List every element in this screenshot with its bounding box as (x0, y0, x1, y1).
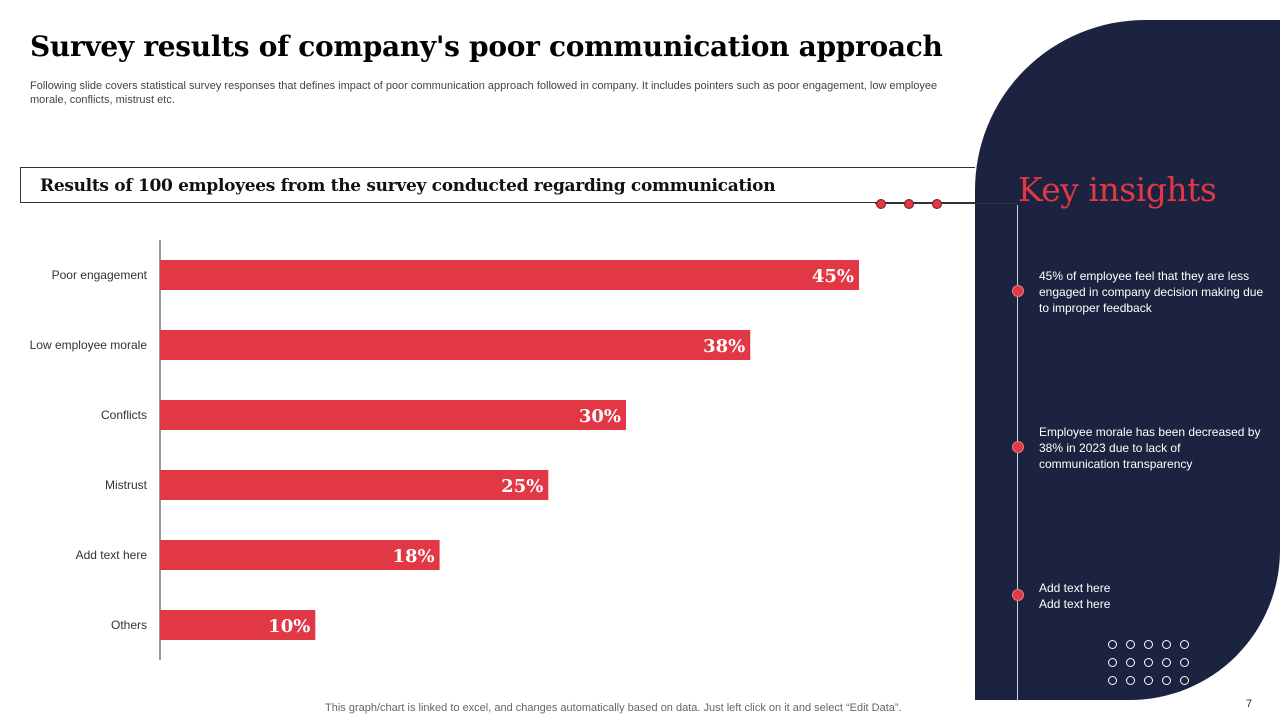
category-label: Conflicts (101, 408, 147, 422)
banner-connector-line (875, 203, 1018, 204)
bar (160, 260, 859, 290)
timeline-dot (1012, 285, 1024, 297)
category-label: Low employee morale (30, 338, 148, 352)
page-number: 7 (1246, 698, 1253, 710)
category-label: Mistrust (105, 478, 148, 492)
insight-text: Employee morale has been decreased by 38… (1039, 425, 1261, 471)
value-label: 30% (579, 406, 621, 427)
connector-dot (904, 199, 914, 209)
value-label: 18% (392, 546, 434, 567)
value-label: 38% (703, 336, 745, 357)
category-label: Add text here (76, 548, 148, 562)
value-label: 10% (268, 616, 310, 637)
category-label: Poor engagement (52, 268, 148, 282)
value-label: 25% (501, 476, 543, 497)
page-title: Survey results of company's poor communi… (30, 30, 943, 63)
decor-dot (1108, 658, 1117, 667)
page-subtitle: Following slide covers statistical surve… (30, 80, 938, 106)
category-label: Others (111, 618, 147, 632)
connector-dot (932, 199, 942, 209)
chart-title-banner: Results of 100 employees from the survey… (20, 167, 975, 203)
decor-dot (1180, 640, 1189, 649)
decorative-dot-grid (1108, 640, 1198, 694)
decor-dot (1126, 658, 1135, 667)
value-label: 45% (812, 266, 854, 287)
decor-dot (1162, 658, 1171, 667)
bar (160, 400, 626, 430)
connector-dot (876, 199, 886, 209)
footer-note: This graph/chart is linked to excel, and… (325, 702, 902, 714)
decor-dot (1180, 676, 1189, 685)
decor-dot (1108, 640, 1117, 649)
decor-dot (1180, 658, 1189, 667)
bar (160, 330, 751, 360)
bar (160, 610, 316, 640)
decor-dot (1126, 640, 1135, 649)
decor-dot (1144, 676, 1153, 685)
decor-dot (1162, 676, 1171, 685)
decor-dot (1144, 658, 1153, 667)
key-insights-title: Key insights (1018, 170, 1217, 209)
decor-dot (1108, 676, 1117, 685)
bar (160, 540, 440, 570)
chart-title: Results of 100 employees from the survey… (40, 176, 776, 196)
decor-dot (1162, 640, 1171, 649)
bar-chart: Poor engagement 45% Low employee morale 38%… (30, 240, 859, 660)
timeline-dot (1012, 441, 1024, 453)
decor-dot (1126, 676, 1135, 685)
insight-text: Add text here Add text here (1039, 581, 1111, 611)
decor-dot (1144, 640, 1153, 649)
insights-panel (975, 20, 1280, 700)
bar (160, 470, 549, 500)
timeline-dot (1012, 589, 1024, 601)
insight-text: 45% of employee feel that they are less … (1039, 269, 1264, 315)
